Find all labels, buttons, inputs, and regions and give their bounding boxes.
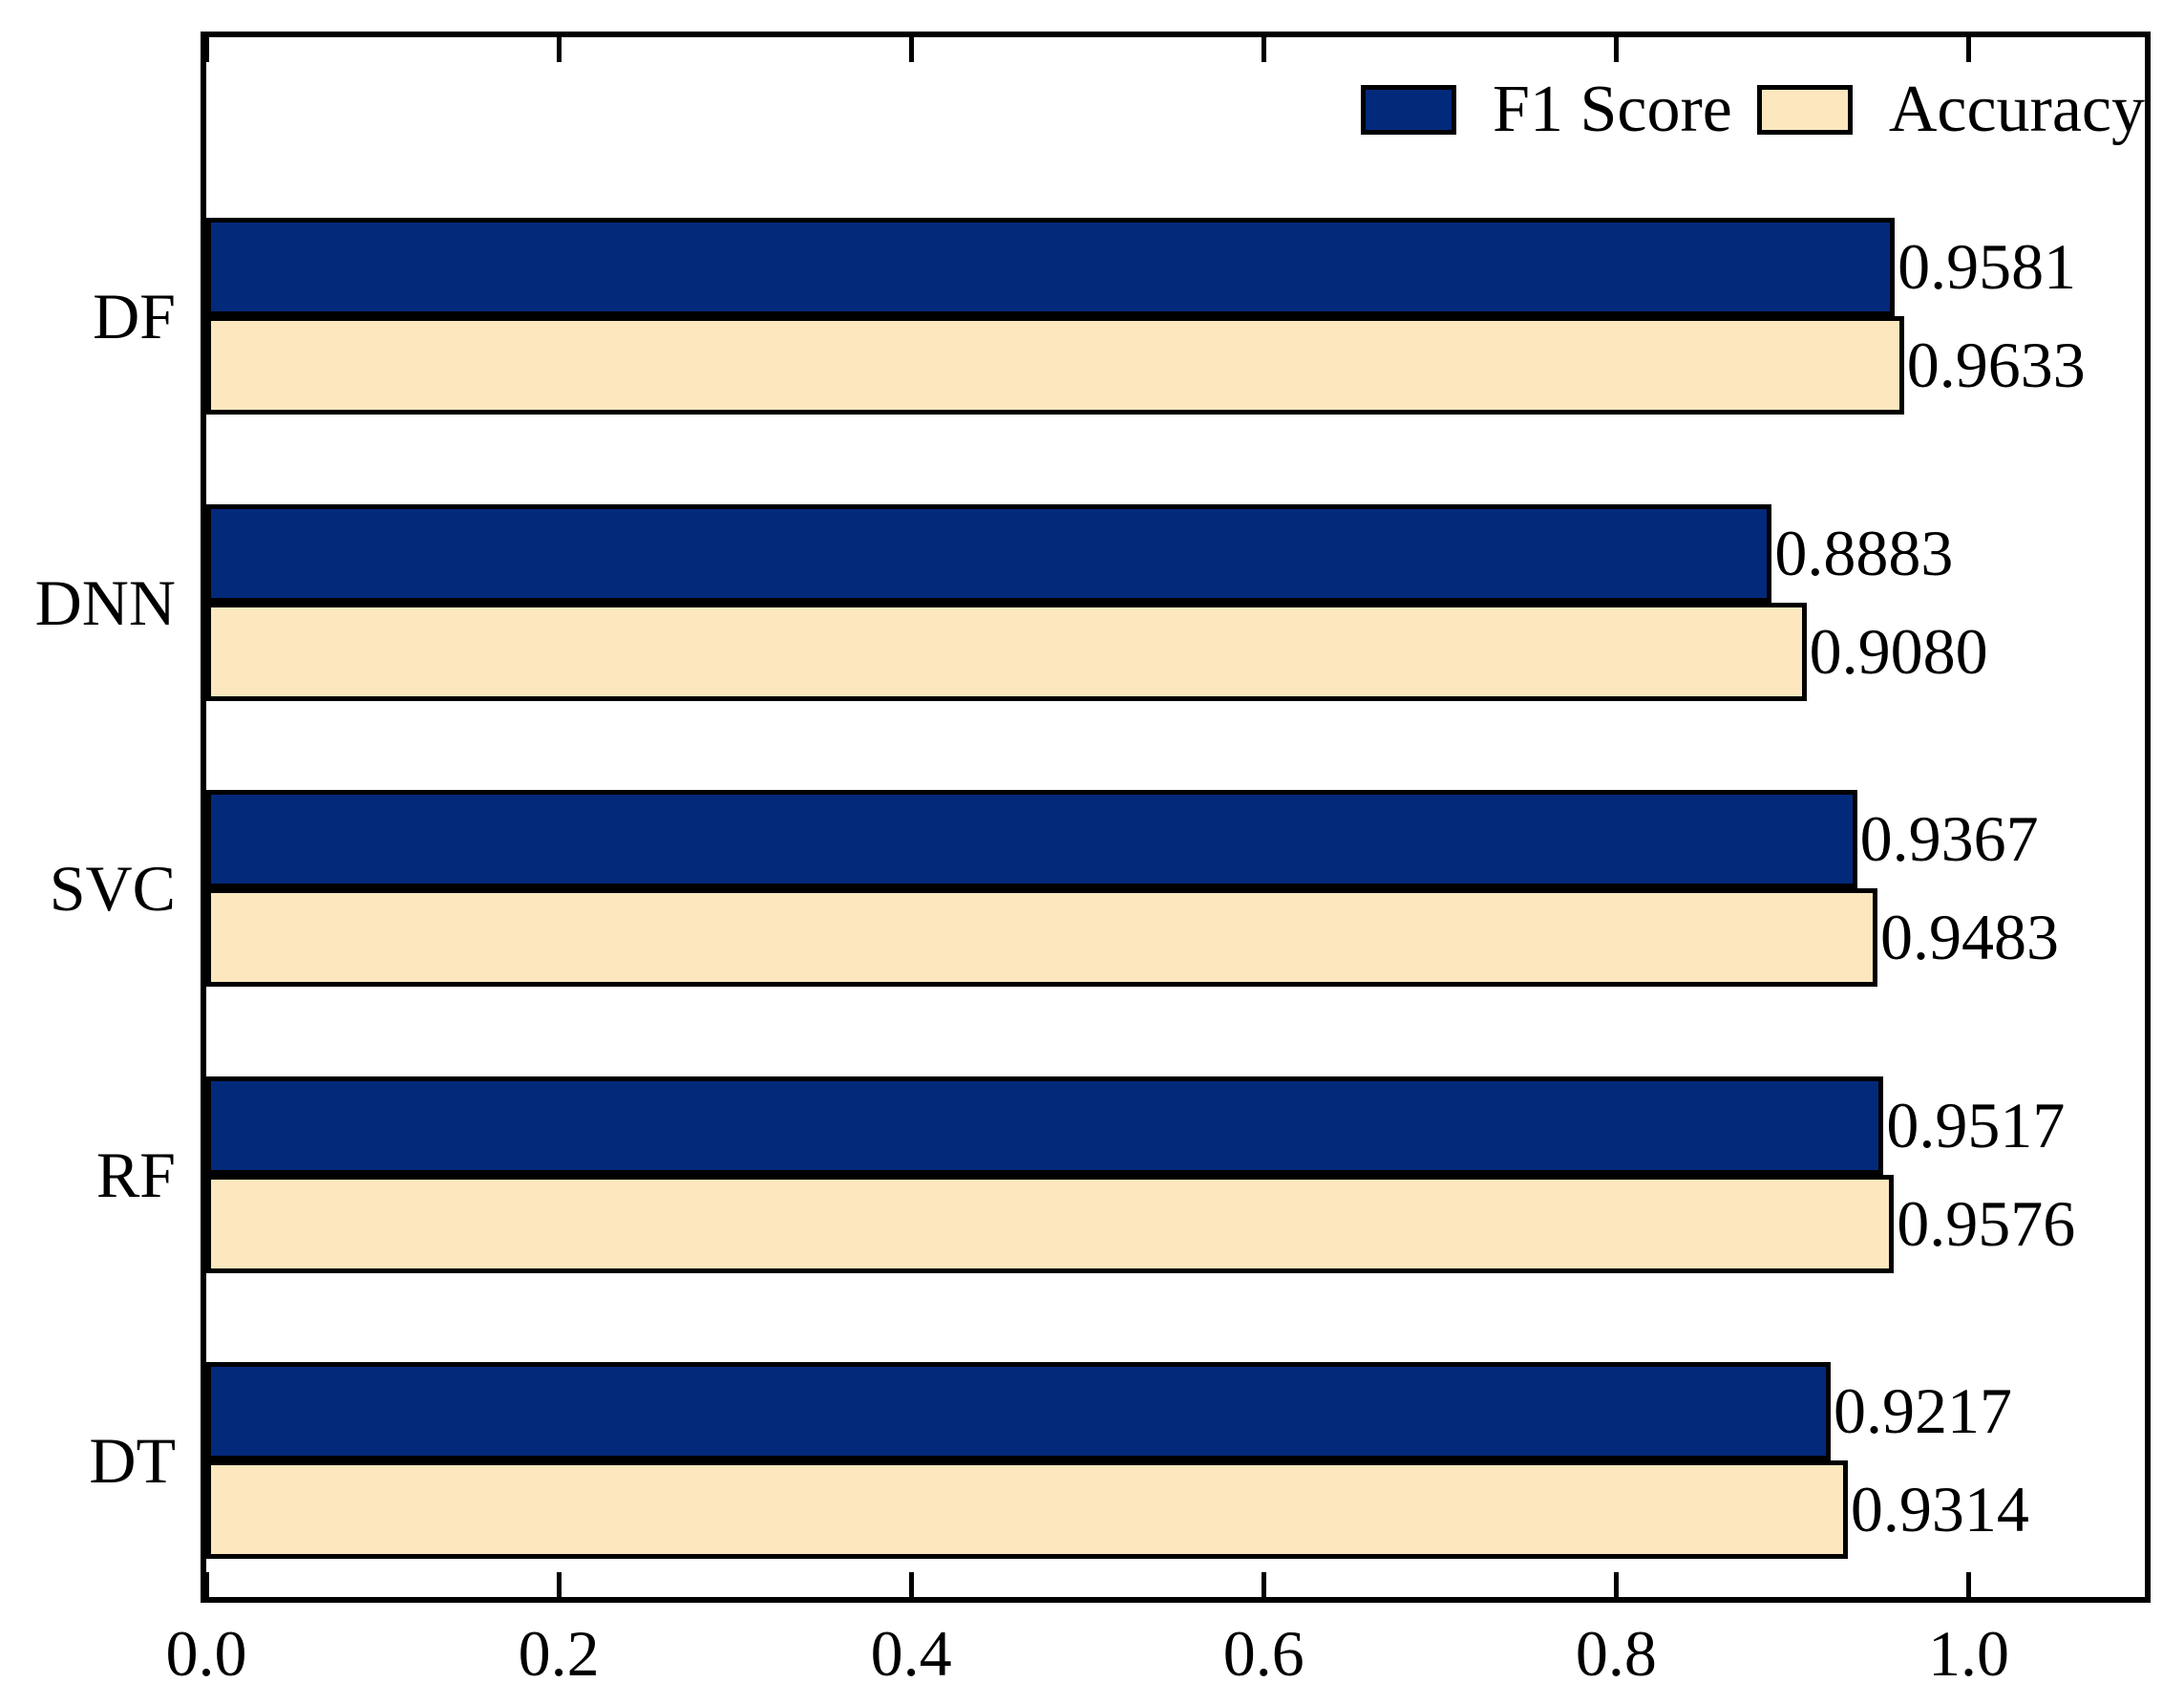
category-label-svc: SVC [49, 852, 176, 925]
bar-accuracy-dnn [206, 602, 1807, 701]
bar-f1-score-dt [206, 1362, 1831, 1460]
x-tick-label-0.8: 0.8 [1575, 1617, 1657, 1690]
x-tick-label-0.4: 0.4 [870, 1617, 952, 1690]
category-label-rf: RF [95, 1138, 176, 1211]
value-label-f1-score-rf: 0.9517 [1886, 1088, 2066, 1161]
bar-accuracy-svc [206, 888, 1878, 987]
bar-accuracy-rf [206, 1174, 1895, 1273]
x-tick-bottom-1.0 [1965, 1572, 1971, 1597]
bar-f1-score-svc [206, 790, 1857, 888]
x-tick-bottom-0.0 [203, 1572, 209, 1597]
x-tick-bottom-0.8 [1613, 1572, 1619, 1597]
x-tick-label-0.2: 0.2 [518, 1617, 600, 1690]
value-label-f1-score-dt: 0.9217 [1833, 1374, 2012, 1447]
value-label-accuracy-dt: 0.9314 [1850, 1473, 2029, 1545]
value-label-accuracy-dnn: 0.9080 [1809, 614, 1988, 688]
legend-swatch-f1-score [1361, 85, 1457, 135]
legend-swatch-accuracy [1756, 85, 1853, 135]
legend-label-f1-score: F1 Score [1493, 73, 1732, 146]
bar-accuracy-df [206, 316, 1904, 415]
x-tick-label-0.6: 0.6 [1222, 1617, 1304, 1690]
x-tick-top-0.0 [203, 37, 209, 62]
bar-accuracy-dt [206, 1460, 1848, 1559]
plot-area: F1 Score Accuracy 0.9581 0.9633 0.8883 0.908… [201, 32, 2151, 1603]
legend-item-accuracy: Accuracy [1756, 73, 2145, 146]
value-label-f1-score-dnn: 0.8883 [1774, 516, 1954, 589]
x-tick-bottom-0.4 [908, 1572, 914, 1597]
x-tick-bottom-0.6 [1261, 1572, 1266, 1597]
bar-f1-score-dnn [206, 503, 1772, 603]
x-tick-top-0.4 [908, 37, 914, 62]
x-tick-top-0.6 [1261, 37, 1266, 62]
value-label-accuracy-rf: 0.9576 [1897, 1186, 2076, 1260]
value-label-accuracy-df: 0.9633 [1906, 329, 2086, 401]
x-tick-label-0.0: 0.0 [165, 1617, 247, 1690]
x-tick-top-1.0 [1965, 37, 1971, 62]
x-tick-top-0.8 [1613, 37, 1619, 62]
bar-f1-score-rf [206, 1076, 1884, 1175]
value-label-accuracy-svc: 0.9483 [1880, 901, 2060, 973]
category-label-dt: DT [89, 1424, 176, 1497]
value-label-f1-score-df: 0.9581 [1898, 230, 2077, 303]
x-tick-top-0.2 [556, 37, 562, 62]
legend: F1 Score Accuracy [1361, 76, 2145, 143]
x-tick-bottom-0.2 [556, 1572, 562, 1597]
category-label-dnn: DNN [34, 565, 176, 639]
value-label-f1-score-svc: 0.9367 [1859, 802, 2039, 875]
bar-f1-score-df [206, 218, 1896, 316]
x-tick-label-1.0: 1.0 [1927, 1617, 2009, 1690]
legend-item-f1-score: F1 Score [1361, 76, 1732, 143]
legend-label-accuracy: Accuracy [1888, 73, 2145, 146]
category-label-df: DF [93, 280, 176, 352]
